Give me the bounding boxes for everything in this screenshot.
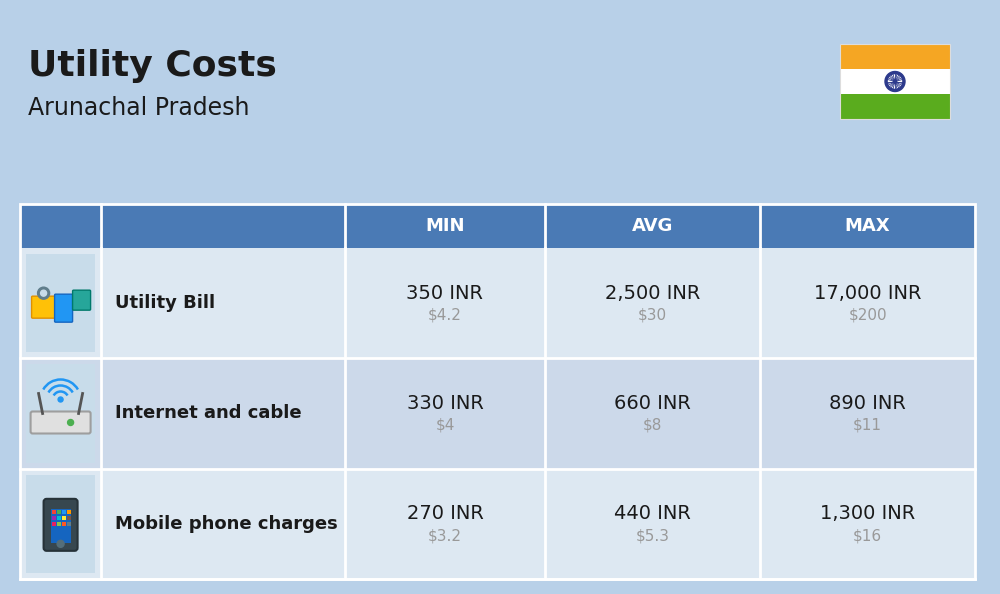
Circle shape xyxy=(885,71,905,91)
Text: $30: $30 xyxy=(638,308,667,323)
Bar xyxy=(67,522,71,526)
Text: $4.2: $4.2 xyxy=(428,308,462,323)
Text: 17,000 INR: 17,000 INR xyxy=(814,284,921,303)
Bar xyxy=(26,364,95,463)
Text: 270 INR: 270 INR xyxy=(407,504,483,523)
Bar xyxy=(840,44,950,69)
Text: $5.3: $5.3 xyxy=(636,528,670,544)
Text: $4: $4 xyxy=(435,418,455,433)
Bar xyxy=(840,94,950,119)
Circle shape xyxy=(889,75,902,88)
Text: $3.2: $3.2 xyxy=(428,528,462,544)
Bar xyxy=(20,204,975,248)
Text: 890 INR: 890 INR xyxy=(829,394,906,413)
Bar xyxy=(67,516,71,520)
Bar xyxy=(20,469,975,579)
Text: 350 INR: 350 INR xyxy=(406,284,483,303)
Bar xyxy=(62,510,66,514)
Text: 2,500 INR: 2,500 INR xyxy=(605,284,700,303)
Circle shape xyxy=(38,287,50,299)
Text: 440 INR: 440 INR xyxy=(614,504,691,523)
Text: Utility Bill: Utility Bill xyxy=(115,294,215,312)
Text: Utility Costs: Utility Costs xyxy=(28,49,277,83)
Text: Mobile phone charges: Mobile phone charges xyxy=(115,515,338,533)
Bar xyxy=(51,509,71,543)
Text: Internet and cable: Internet and cable xyxy=(115,405,302,422)
Bar xyxy=(840,69,950,94)
Circle shape xyxy=(68,419,74,425)
FancyBboxPatch shape xyxy=(31,412,91,434)
Text: MAX: MAX xyxy=(845,217,890,235)
Bar xyxy=(67,510,71,514)
Circle shape xyxy=(41,290,47,296)
FancyBboxPatch shape xyxy=(44,499,78,551)
Bar xyxy=(52,510,56,514)
Bar xyxy=(20,248,975,358)
Text: 660 INR: 660 INR xyxy=(614,394,691,413)
Text: $8: $8 xyxy=(643,418,662,433)
FancyBboxPatch shape xyxy=(32,296,56,318)
Bar xyxy=(20,358,975,469)
FancyBboxPatch shape xyxy=(55,294,73,322)
Text: MIN: MIN xyxy=(425,217,465,235)
Bar xyxy=(52,516,56,520)
Bar xyxy=(20,204,975,579)
Circle shape xyxy=(57,541,64,547)
Circle shape xyxy=(58,397,63,402)
Bar xyxy=(26,254,95,352)
Bar xyxy=(52,522,56,526)
Bar xyxy=(57,510,61,514)
Circle shape xyxy=(894,80,896,83)
Text: $200: $200 xyxy=(848,308,887,323)
Text: AVG: AVG xyxy=(632,217,673,235)
Bar xyxy=(840,44,950,119)
FancyBboxPatch shape xyxy=(73,290,91,310)
Text: $16: $16 xyxy=(853,528,882,544)
Text: $11: $11 xyxy=(853,418,882,433)
Text: 330 INR: 330 INR xyxy=(407,394,483,413)
Text: Arunachal Pradesh: Arunachal Pradesh xyxy=(28,96,250,120)
Bar xyxy=(20,204,975,579)
Bar xyxy=(57,522,61,526)
Bar xyxy=(62,516,66,520)
Text: 1,300 INR: 1,300 INR xyxy=(820,504,915,523)
Bar xyxy=(62,522,66,526)
Bar xyxy=(26,475,95,573)
Bar xyxy=(57,516,61,520)
